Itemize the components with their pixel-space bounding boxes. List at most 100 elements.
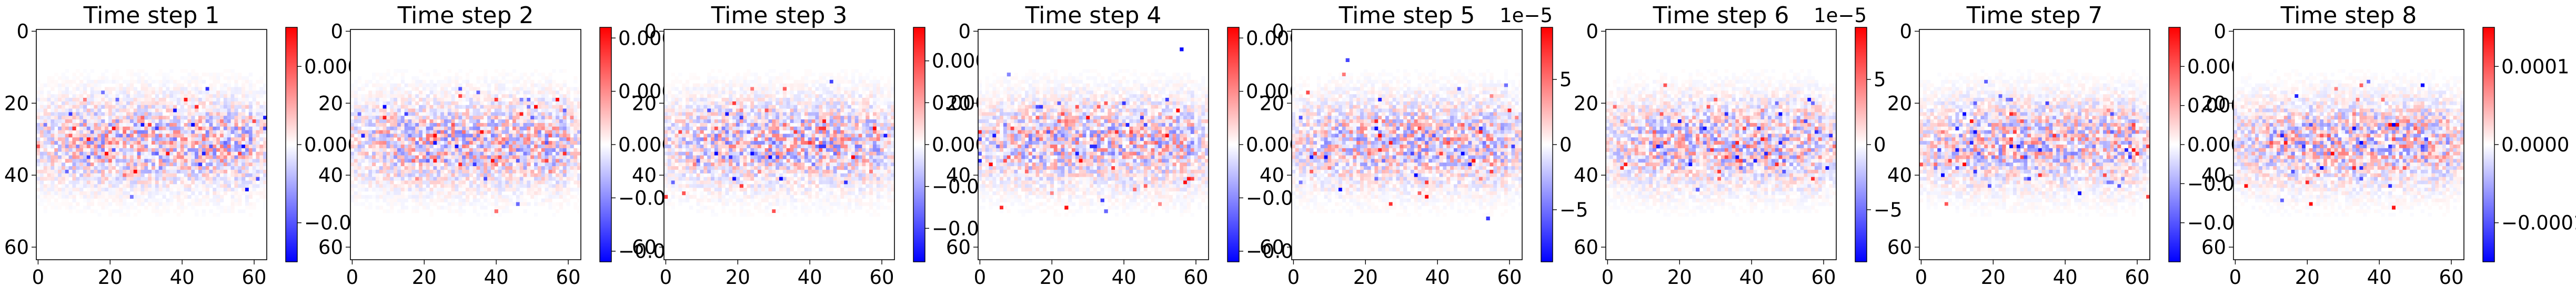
heatmap-cell [242,188,246,192]
heatmap-cell [444,180,448,185]
heatmap-cell [354,90,358,95]
heatmap-cell [512,188,517,192]
heatmap-cell [386,198,390,202]
heatmap-cell [173,123,177,127]
heatmap-cell [65,177,69,181]
heatmap-cell [180,76,184,80]
heatmap-cell [776,90,780,95]
heatmap-cell [140,169,145,174]
heatmap-cell [562,69,567,73]
heatmap-cell [545,83,549,87]
heatmap-cell [248,177,253,181]
heatmap-cell [375,112,380,116]
heatmap-cell [577,151,581,156]
heatmap-cell [248,169,253,174]
heatmap-cell [469,155,474,159]
heatmap-cell [137,98,141,102]
heatmap-cell [152,108,156,113]
heatmap-cell [419,184,423,188]
heatmap-cell [129,123,134,127]
heatmap-cell [242,209,246,213]
heatmap-cell [455,141,459,145]
heatmap-cell [411,206,416,210]
heatmap-cell [754,87,758,91]
heatmap-cell [577,162,581,167]
heatmap-cell [433,141,437,145]
heatmap-cell [429,79,434,84]
heatmap-cell [498,83,502,87]
heatmap-cell [394,195,398,199]
heatmap-cell [455,151,459,156]
heatmap-cell [205,195,209,199]
heatmap-cell [65,184,69,188]
heatmap-cell [408,134,412,138]
heatmap-cell [736,108,740,113]
heatmap-cell [90,79,94,84]
heatmap-cell [472,162,477,167]
heatmap-cell [97,90,102,95]
heatmap-cell [140,195,145,199]
heatmap-cell [79,73,84,77]
heatmap-cell [68,151,73,156]
heatmap-cell [119,112,123,116]
heatmap-cell [43,108,47,113]
heatmap-cell [68,155,73,159]
heatmap-cell [245,141,249,145]
heatmap-cell [472,188,477,192]
heatmap-cell [357,126,361,131]
heatmap-cell [490,184,495,188]
heatmap-cell [176,94,181,98]
heatmap-cell [245,202,249,206]
heatmap-cell [112,162,116,167]
heatmap-cell [223,191,228,196]
heatmap-cell [47,166,51,170]
heatmap-cell [819,90,823,95]
heatmap-cell [675,76,679,80]
heatmap-cell [51,76,55,80]
heatmap-cell [155,209,159,213]
heatmap-cell [700,105,704,109]
heatmap-cell [54,202,58,206]
heatmap-cell [466,83,470,87]
heatmap-cell [404,173,408,177]
heatmap-cell [455,195,459,199]
heatmap-cell [176,90,181,95]
heatmap-cell [678,90,682,95]
heatmap-cell [512,87,517,91]
heatmap-cell [112,159,116,163]
heatmap-cell [743,94,747,98]
heatmap-cell [97,191,102,196]
heatmap-cell [397,126,401,131]
heatmap-cell [101,130,105,134]
heatmap-cell [238,198,242,202]
heatmap-cell [498,112,502,116]
heatmap-cell [176,108,181,113]
heatmap-cell [487,137,491,141]
heatmap-cell [39,119,44,124]
heatmap-cell [259,116,264,120]
heatmap-cell [252,148,256,152]
heatmap-cell [101,137,105,141]
heatmap-cell [51,101,55,106]
heatmap-cell [158,137,163,141]
heatmap-cell [501,148,506,152]
heatmap-cell [577,116,581,120]
heatmap-cell [126,195,130,199]
heatmap-cell [573,195,578,199]
heatmap-cell [826,108,830,113]
heatmap-cell [433,202,437,206]
heatmap-cell [408,184,412,188]
heatmap-cell [209,169,213,174]
heatmap-cell [220,112,224,116]
heatmap-cell [213,73,217,77]
heatmap-cell [826,105,830,109]
heatmap-cell [58,108,62,113]
heatmap-cell [108,94,113,98]
heatmap-cell [108,105,113,109]
heatmap-cell [65,134,69,138]
heatmap-cell [61,195,66,199]
heatmap-cell [419,169,423,174]
heatmap-cell [757,98,762,102]
heatmap-cell [148,76,152,80]
heatmap-cell [242,130,246,134]
